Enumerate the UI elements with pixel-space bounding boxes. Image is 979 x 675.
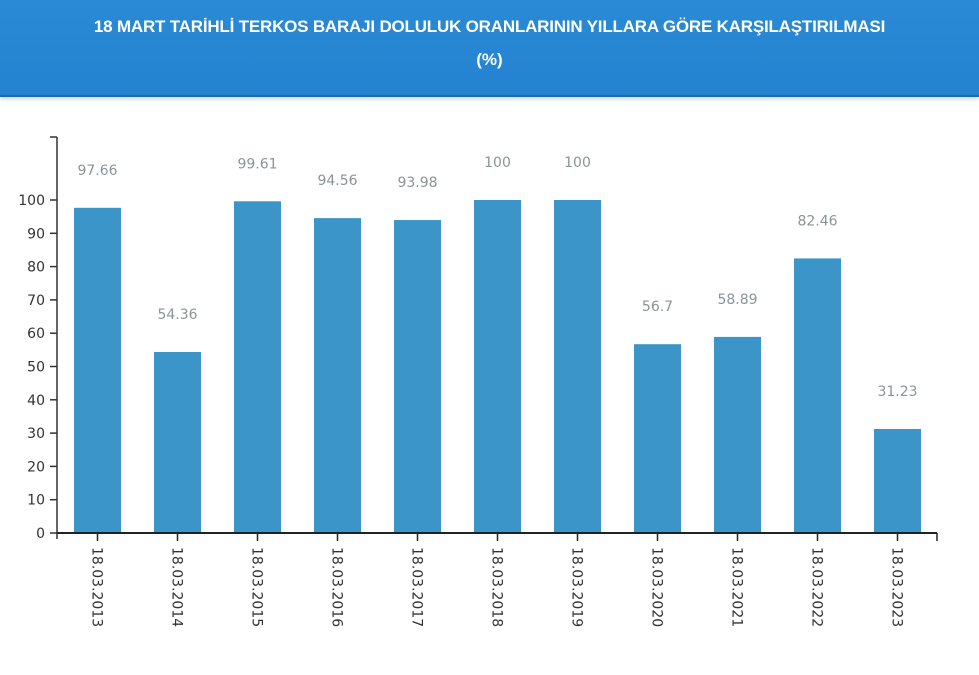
y-tick-label: 20 — [27, 459, 45, 475]
y-tick-label: 60 — [27, 326, 45, 342]
bar[interactable] — [554, 200, 601, 533]
x-tick-label: 18.03.2022 — [809, 547, 825, 627]
y-tick-label: 10 — [27, 493, 45, 509]
chart-header: 18 MART TARİHLİ TERKOS BARAJI DOLULUK OR… — [0, 0, 979, 97]
bar[interactable] — [154, 351, 201, 533]
bar-value-label: 97.66 — [77, 163, 117, 179]
y-tick-label: 100 — [18, 193, 45, 209]
bar[interactable] — [74, 207, 121, 533]
x-tick-label: 18.03.2023 — [889, 547, 905, 627]
bar-value-label: 93.98 — [397, 175, 437, 191]
bar[interactable] — [714, 336, 761, 533]
x-tick-label: 18.03.2018 — [489, 547, 505, 627]
bar-value-label: 94.56 — [317, 173, 357, 189]
chart-subtitle: (%) — [476, 50, 503, 69]
bar-value-label: 31.23 — [877, 384, 917, 400]
y-tick-label: 90 — [27, 226, 45, 242]
x-axis: 18.03.2013 18.03.2014 18.03.2015 18.03.2016… — [57, 532, 938, 627]
bar-value-label: 99.61 — [237, 156, 277, 172]
bar[interactable] — [394, 220, 441, 533]
x-tick-label: 18.03.2016 — [329, 547, 345, 627]
x-tick-label: 18.03.2014 — [169, 547, 185, 627]
bar-value-label: 58.89 — [717, 292, 757, 308]
y-tick-label: 50 — [27, 360, 45, 376]
bar[interactable] — [474, 200, 521, 533]
y-tick-label: 0 — [36, 526, 45, 542]
bar-value-label: 100 — [484, 155, 511, 171]
bar[interactable] — [634, 344, 681, 533]
y-tick-label: 40 — [27, 393, 45, 409]
bar[interactable] — [314, 218, 361, 533]
x-tick-label: 18.03.2020 — [649, 547, 665, 627]
y-axis: 0 10 20 30 40 50 60 70 80 90 100 — [18, 136, 58, 542]
bar-value-label: 54.36 — [157, 307, 197, 323]
bar[interactable] — [234, 201, 281, 533]
chart-title: 18 MART TARİHLİ TERKOS BARAJI DOLULUK OR… — [93, 17, 886, 36]
x-tick-label: 18.03.2017 — [409, 547, 425, 627]
x-tick-label: 18.03.2015 — [249, 547, 265, 627]
x-tick-label: 18.03.2021 — [729, 547, 745, 627]
bar-value-label: 100 — [564, 155, 591, 171]
y-tick-label: 80 — [27, 260, 45, 276]
bars: 97.66 54.36 99.61 94.56 93.98 100 100 56.7 58.89… — [74, 155, 921, 533]
y-tick-label: 70 — [27, 293, 45, 309]
bar[interactable] — [794, 258, 841, 533]
bar-value-label: 82.46 — [797, 213, 837, 229]
y-tick-label: 30 — [27, 426, 45, 442]
x-tick-label: 18.03.2019 — [569, 547, 585, 627]
bar[interactable] — [874, 429, 921, 533]
bar-value-label: 56.7 — [642, 299, 673, 315]
x-tick-label: 18.03.2013 — [89, 547, 105, 627]
